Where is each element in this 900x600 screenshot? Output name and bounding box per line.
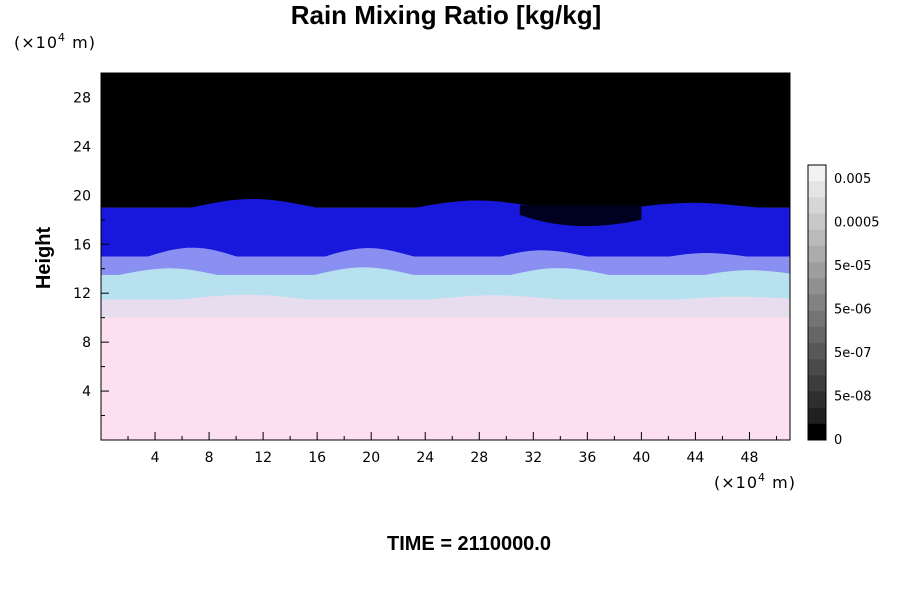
colorbar-label: 0 <box>834 433 842 448</box>
y-tick-label: 28 <box>73 90 91 106</box>
colorbar-level <box>808 197 826 214</box>
colorbar-label: 5e-08 <box>834 390 872 405</box>
colorbar-level <box>808 326 826 344</box>
wave-high <box>101 199 790 257</box>
y-tick-label: 16 <box>73 237 91 253</box>
x-axis-ticks: 4 8 12 16 20 24 28 32 36 40 44 48 <box>127 432 777 466</box>
colorbar-level <box>808 342 826 360</box>
x-tick-label: 44 <box>687 450 705 466</box>
colorbar-label: 5e-07 <box>834 346 872 361</box>
colorbar-frame <box>807 164 827 441</box>
colorbar-level <box>808 359 826 376</box>
plot-area <box>100 72 791 441</box>
chart-title: Rain Mixing Ratio [kg/kg] <box>291 0 602 30</box>
x-tick-label: 16 <box>308 450 326 466</box>
colorbar-level <box>808 213 826 231</box>
x-tick-label: 12 <box>254 450 272 466</box>
x-tick-label: 24 <box>416 450 434 466</box>
x-axis-unit: (×104 m) <box>714 471 796 492</box>
colorbar-level <box>808 375 826 392</box>
y-tick-label: 8 <box>82 335 91 351</box>
colorbar-level <box>808 165 826 182</box>
y-tick-label: 4 <box>82 384 91 400</box>
layer-band-near-zero <box>101 317 790 440</box>
x-tick-label: 36 <box>578 450 596 466</box>
wave-mid <box>101 247 790 275</box>
colorbar-level <box>808 181 826 198</box>
x-tick-label: 40 <box>632 450 650 466</box>
texture-group <box>101 199 790 318</box>
colorbar-level <box>808 310 826 328</box>
wave-midlow <box>101 267 790 300</box>
colorbar-label: 0.005 <box>834 172 871 187</box>
x-tick-label: 32 <box>524 450 542 466</box>
colorbar-level <box>808 229 826 247</box>
layer-band-above <box>101 73 790 208</box>
y-tick-label: 24 <box>73 139 91 155</box>
plot-frame <box>100 72 791 441</box>
colorbar <box>807 164 827 441</box>
x-tick-label: 28 <box>470 450 488 466</box>
wave-low <box>101 294 790 318</box>
x-tick-label: 48 <box>741 450 759 466</box>
y-axis-ticks: 4 8 12 16 20 24 28 <box>73 90 109 417</box>
colorbar-level <box>808 407 826 425</box>
dark-patch <box>519 205 642 227</box>
colorbar-label: 5e-05 <box>834 259 872 274</box>
x-tick-label: 4 <box>151 450 160 466</box>
colorbar-label: 5e-06 <box>834 303 872 318</box>
y-tick-label: 20 <box>73 188 91 204</box>
x-tick-label: 8 <box>205 450 214 466</box>
x-tick-label: 20 <box>362 450 380 466</box>
y-axis-unit: (×104 m) <box>14 31 96 52</box>
colorbar-label: 0.0005 <box>834 216 880 231</box>
colorbar-level <box>808 262 826 279</box>
y-tick-label: 12 <box>73 286 91 302</box>
y-axis-label: Height <box>33 227 55 290</box>
colorbar-level <box>808 294 826 311</box>
time-label: TIME = 2110000.0 <box>387 533 551 555</box>
colorbar-level <box>808 391 826 408</box>
colorbar-level <box>808 278 826 295</box>
colorbar-level <box>808 423 826 441</box>
colorbar-labels: 0.005 0.0005 5e-05 5e-06 5e-07 5e-08 0 <box>834 172 880 448</box>
colorbar-level <box>808 245 826 263</box>
